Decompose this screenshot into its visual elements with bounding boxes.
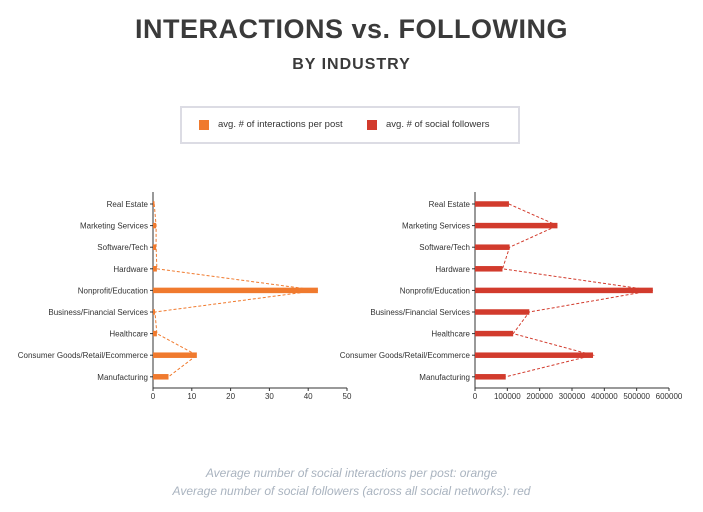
interactions-bar-marketing-services: [153, 222, 157, 229]
followers-bar-business-financial-services: [475, 309, 530, 315]
followers-bar-hardware: [475, 266, 503, 272]
interactions-category-label-business-financial-services: Business/Financial Services: [48, 308, 148, 317]
legend-item-interactions: avg. # of interactions per post: [199, 119, 343, 130]
footnote-red: Average number of social followers (acro…: [172, 484, 531, 498]
followers-category-label-software-tech: Software/Tech: [419, 243, 470, 252]
interactions-x-tick-label: 40: [304, 392, 313, 401]
followers-chart: 0 100000 200000 300000 400000 500000 600000 Rea…: [340, 192, 683, 401]
legend-label-interactions: avg. # of interactions per post: [218, 119, 343, 130]
legend-swatch-red: [367, 119, 377, 130]
interactions-bar-healthcare: [153, 330, 157, 337]
interactions-bar-manufacturing: [153, 374, 169, 380]
followers-x-tick-label: 100000: [494, 392, 521, 401]
interactions-bar-nonprofit-education: [153, 287, 318, 294]
interactions-bar-consumer-goods-retail-ecommerce: [153, 352, 197, 358]
followers-category-label-business-financial-services: Business/Financial Services: [370, 308, 470, 317]
interactions-bar-hardware: [153, 266, 157, 272]
followers-category-label-healthcare: Healthcare: [431, 330, 470, 339]
interactions-connector-line: [153, 203, 318, 378]
interactions-category-label-hardware: Hardware: [113, 265, 148, 274]
followers-connector-line: [501, 203, 653, 378]
interactions-category-label-consumer-goods-retail-ecommerce: Consumer Goods/Retail/Ecommerce: [18, 351, 149, 360]
followers-category-label-marketing-services: Marketing Services: [402, 222, 470, 231]
followers-bar-manufacturing: [475, 374, 506, 380]
interactions-x-tick-label: 30: [265, 392, 274, 401]
legend-label-followers: avg. # of social followers: [386, 119, 490, 130]
interactions-category-label-marketing-services: Marketing Services: [80, 222, 148, 231]
interactions-x-tick-label: 20: [226, 392, 235, 401]
legend-item-followers: avg. # of social followers: [367, 119, 490, 130]
interactions-bar-business-financial-services: [153, 309, 155, 315]
chart-subtitle: BY INDUSTRY: [292, 56, 411, 73]
interactions-bar-real-estate: [153, 201, 155, 207]
followers-category-label-real-estate: Real Estate: [429, 200, 471, 209]
followers-category-label-nonprofit-education: Nonprofit/Education: [400, 286, 470, 295]
followers-x-tick-label: 300000: [559, 392, 586, 401]
interactions-chart: 0 10 20 30 40 50 Real Estate Marketing Services…: [18, 192, 352, 401]
followers-x-tick-label: 0: [473, 392, 478, 401]
interactions-category-label-manufacturing: Manufacturing: [97, 373, 148, 382]
footnote-orange: Average number of social interactions pe…: [205, 466, 498, 480]
interactions-x-tick-label: 0: [151, 392, 156, 401]
chart-title: INTERACTIONS vs. FOLLOWING: [134, 14, 568, 44]
interactions-x-tick-label: 10: [187, 392, 196, 401]
followers-bar-nonprofit-education: [475, 287, 653, 294]
followers-bar-real-estate: [475, 201, 509, 207]
followers-bar-healthcare: [475, 330, 514, 337]
legend-box: avg. # of interactions per post avg. # o…: [180, 106, 520, 144]
followers-x-tick-label: 600000: [656, 392, 683, 401]
followers-x-tick-label: 400000: [591, 392, 618, 401]
followers-category-label-manufacturing: Manufacturing: [419, 373, 470, 382]
interactions-category-label-software-tech: Software/Tech: [97, 243, 148, 252]
interactions-category-label-nonprofit-education: Nonprofit/Education: [78, 286, 148, 295]
followers-bar-software-tech: [475, 244, 510, 250]
interactions-category-label-healthcare: Healthcare: [109, 330, 148, 339]
legend-swatch-orange: [199, 119, 209, 130]
interactions-x-tick-label: 50: [343, 392, 352, 401]
interactions-category-label-real-estate: Real Estate: [107, 200, 149, 209]
interactions-bar-software-tech: [153, 244, 157, 250]
followers-bar-consumer-goods-retail-ecommerce: [475, 352, 594, 358]
followers-x-tick-label: 200000: [526, 392, 553, 401]
followers-bar-marketing-services: [475, 222, 558, 229]
followers-category-label-consumer-goods-retail-ecommerce: Consumer Goods/Retail/Ecommerce: [340, 351, 471, 360]
followers-x-tick-label: 500000: [623, 392, 650, 401]
followers-category-label-hardware: Hardware: [435, 265, 470, 274]
